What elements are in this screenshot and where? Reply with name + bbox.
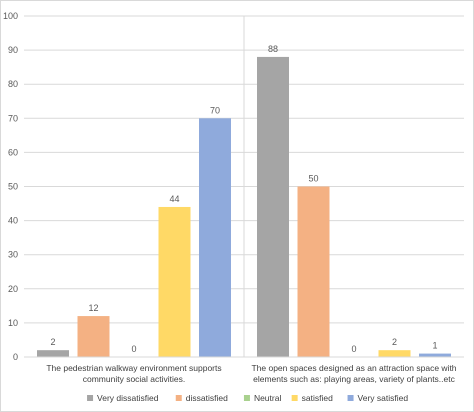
y-tick-label: 50 — [8, 182, 18, 192]
bar — [77, 316, 110, 357]
y-tick-label: 90 — [8, 45, 18, 55]
bar — [297, 186, 330, 357]
category-label: The open spaces designed as an attractio… — [251, 363, 456, 384]
bar — [37, 350, 69, 357]
legend-item-label: Neutral — [254, 393, 282, 403]
legend-swatch — [87, 395, 94, 401]
data-label: 70 — [210, 105, 220, 115]
category-label-line: The open spaces designed as an attractio… — [251, 363, 456, 373]
bar — [419, 353, 451, 357]
y-tick-label: 10 — [8, 318, 18, 328]
y-tick-label: 60 — [8, 147, 18, 157]
legend-item-label: Very satisfied — [358, 393, 409, 403]
data-label: 12 — [88, 303, 98, 313]
bar — [257, 56, 289, 358]
data-label: 1 — [432, 341, 437, 351]
y-tick-label: 0 — [13, 352, 18, 362]
data-label: 2 — [50, 337, 55, 347]
legend-swatch — [243, 395, 250, 401]
legend-swatch — [347, 395, 354, 401]
category-label-line: The pedestrian walkway environment suppo… — [46, 363, 221, 373]
legend-item-label: dissatisfied — [186, 393, 228, 403]
data-label: 2 — [392, 337, 397, 347]
legend-swatch — [175, 395, 182, 401]
bar — [158, 206, 191, 357]
category-label: The pedestrian walkway environment suppo… — [46, 363, 221, 384]
data-labels: 2 12 0 44 70 88 50 0 2 1 — [50, 44, 437, 354]
bars — [37, 56, 451, 358]
bar — [199, 118, 231, 357]
category-label-line: elements such as: playing areas, variety… — [253, 374, 455, 384]
data-label: 50 — [308, 174, 318, 184]
y-tick-label: 100 — [3, 11, 18, 21]
x-axis-category-labels: The pedestrian walkway environment suppo… — [46, 363, 456, 384]
y-tick-label: 30 — [8, 250, 18, 260]
y-tick-label: 70 — [8, 113, 18, 123]
y-tick-label: 80 — [8, 79, 18, 89]
data-label: 0 — [351, 344, 356, 354]
legend-item-label: Very dissatisfied — [97, 393, 159, 403]
category-label-line: community social activities. — [83, 374, 186, 384]
y-tick-label: 20 — [8, 284, 18, 294]
y-axis-tick-labels: 0 10 20 30 40 50 60 70 80 90 100 — [3, 11, 18, 362]
legend: Very dissatisfied dissatisfied Neutral sati… — [87, 393, 408, 403]
data-label: 44 — [169, 194, 179, 204]
bar — [378, 350, 411, 357]
data-label: 88 — [268, 44, 278, 54]
y-tick-label: 40 — [8, 216, 18, 226]
legend-swatch — [291, 395, 298, 401]
data-label: 0 — [131, 344, 136, 354]
legend-item-label: satisfied — [302, 393, 333, 403]
